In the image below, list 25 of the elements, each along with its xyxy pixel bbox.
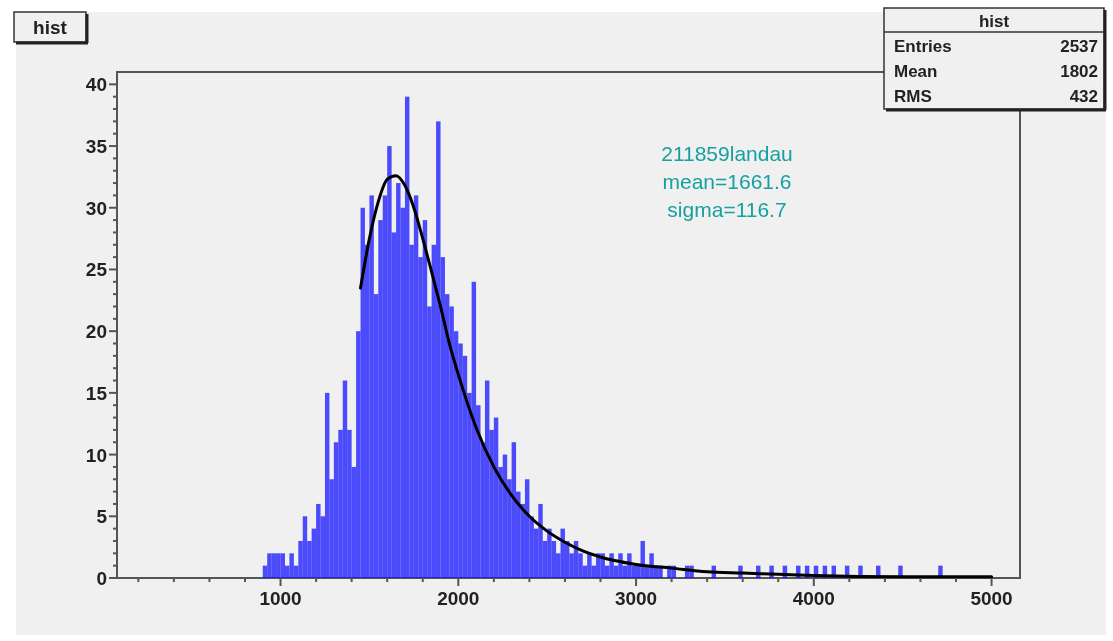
x-tick-label: 3000 bbox=[614, 588, 658, 609]
y-tick-label: 0 bbox=[96, 568, 107, 589]
text: 2537 bbox=[1060, 37, 1098, 56]
y-tick-label: 15 bbox=[85, 382, 108, 404]
text: Entries bbox=[894, 37, 952, 56]
chart-title: hist bbox=[33, 17, 68, 38]
y-tick-label: 5 bbox=[96, 506, 108, 528]
x-tick-label: 1000 bbox=[259, 588, 302, 609]
y-tick-label: 35 bbox=[85, 136, 108, 158]
annotation: RMS bbox=[894, 87, 932, 106]
x-tick-label: 4000 bbox=[792, 588, 835, 609]
annotation: mean=1661.6 bbox=[662, 170, 792, 193]
y-tick-label: 40 bbox=[85, 74, 107, 96]
text: 1802 bbox=[1060, 62, 1098, 81]
y-tick-label: 20 bbox=[85, 321, 107, 343]
y-tick-label: 30 bbox=[85, 197, 107, 219]
x-tick-label: 5000 bbox=[970, 588, 1013, 609]
annotation: Mean bbox=[894, 62, 938, 81]
y-tick-label: 10 bbox=[85, 444, 107, 466]
text: 432 bbox=[1069, 87, 1098, 106]
annotation: sigma=116.7 bbox=[667, 198, 787, 221]
x-tick-label: 2000 bbox=[437, 588, 480, 609]
annotation: 211859landau bbox=[661, 142, 793, 165]
text: hist bbox=[978, 12, 1010, 31]
y-tick-label: 25 bbox=[85, 259, 108, 281]
